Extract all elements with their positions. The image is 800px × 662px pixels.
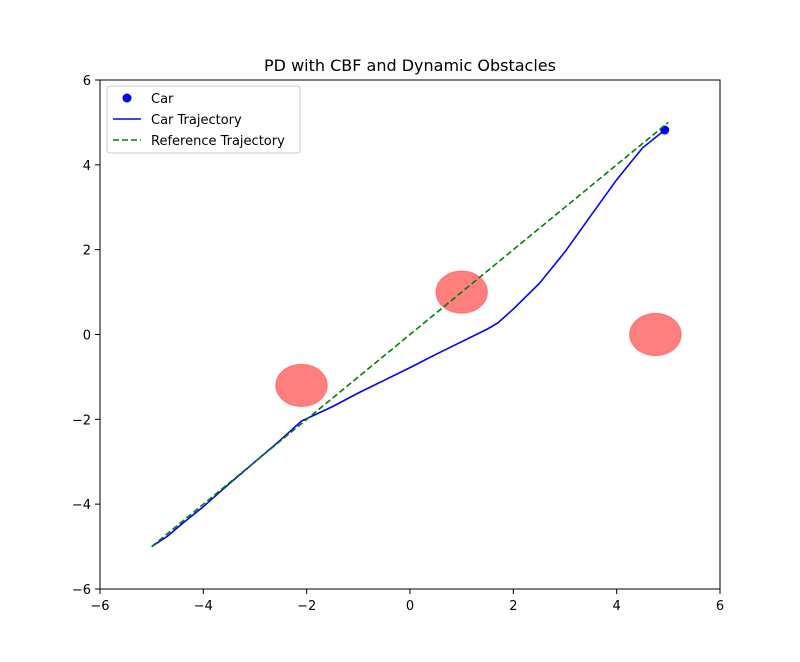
chart-title: PD with CBF and Dynamic Obstacles	[264, 56, 556, 75]
obstacles-group	[275, 270, 682, 408]
y-tick-label: 0	[83, 329, 91, 344]
y-tick-label: 4	[83, 159, 91, 174]
y-axis: −6 −4 −2 0 2 4 6	[72, 74, 100, 598]
legend: Car Car Trajectory Reference Trajectory	[106, 85, 301, 154]
reference-trajectory-line	[151, 121, 669, 548]
legend-box	[106, 85, 301, 154]
x-axis: −6 −4 −2 0 2 4 6	[90, 589, 724, 614]
y-tick-label: 2	[83, 244, 91, 259]
obstacle-3	[629, 312, 682, 357]
y-tick-label: −6	[72, 583, 91, 598]
x-tick-label: −2	[297, 599, 316, 614]
x-tick-label: 0	[406, 599, 414, 614]
car-trajectory-line	[151, 129, 666, 548]
x-tick-label: 2	[509, 599, 517, 614]
x-tick-label: 4	[613, 599, 621, 614]
y-tick-label: −2	[72, 413, 91, 428]
y-tick-label: −4	[72, 498, 91, 513]
x-tick-label: 6	[716, 599, 724, 614]
obstacle-1	[275, 363, 328, 408]
series-lines-group	[151, 121, 670, 548]
legend-label: Reference Trajectory	[151, 134, 285, 149]
legend-label: Car	[151, 92, 174, 107]
x-tick-label: −6	[90, 599, 109, 614]
y-tick-label: 6	[83, 74, 91, 89]
legend-label: Car Trajectory	[151, 113, 242, 128]
legend-marker-car	[122, 93, 132, 103]
x-tick-label: −4	[194, 599, 213, 614]
